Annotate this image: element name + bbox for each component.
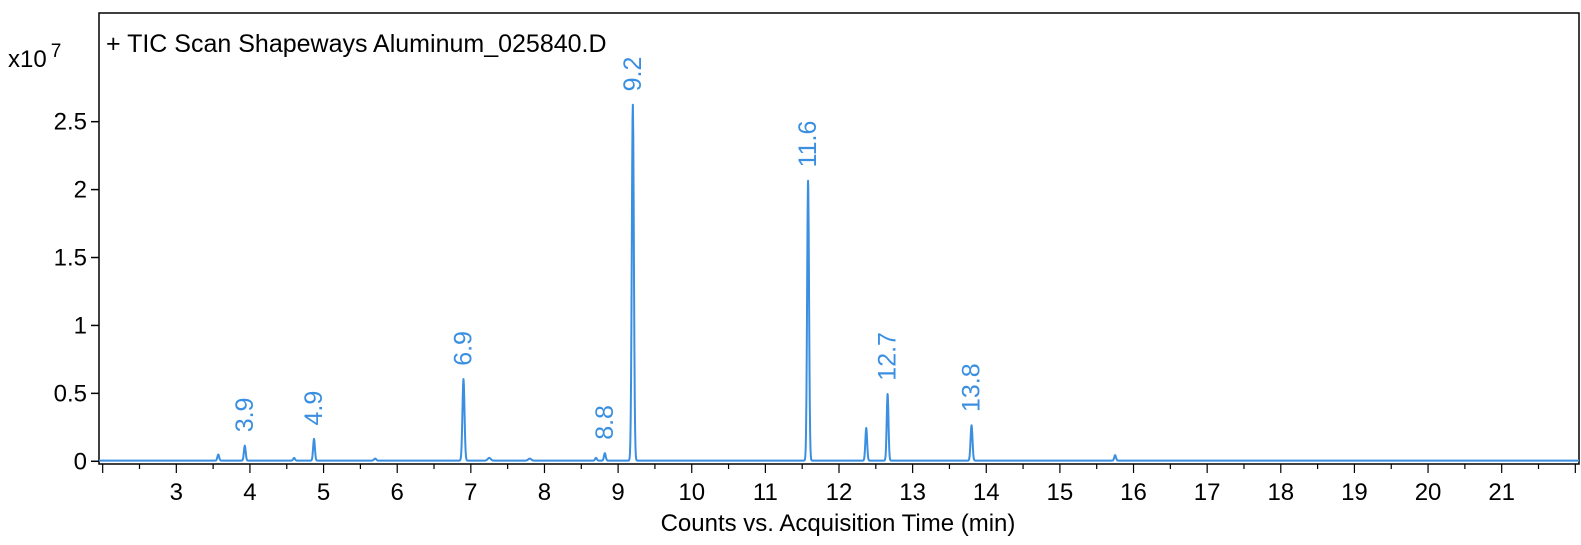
- x-tick-label: 18: [1267, 479, 1294, 506]
- x-tick-label: 13: [899, 479, 926, 506]
- x-tick-label: 11: [753, 479, 778, 506]
- y-multiplier-exponent: 7: [51, 41, 62, 62]
- peak-label: 4.9: [300, 391, 328, 426]
- x-axis-label: Counts vs. Acquisition Time (min): [661, 510, 1016, 537]
- x-tick-label: 14: [973, 479, 1000, 506]
- x-tick-label: 12: [826, 479, 853, 506]
- x-tick-label: 5: [317, 479, 330, 506]
- x-tick-label: 3: [170, 479, 183, 506]
- peak-labels: 3.9 4.9 6.9 8.8 9.2 11.6 12.7 13.8: [231, 57, 986, 440]
- y-tick-label: 2: [74, 177, 87, 204]
- peak-label: 12.7: [874, 332, 902, 381]
- peak-label: 9.2: [619, 57, 647, 92]
- peak-label: 8.8: [591, 405, 619, 440]
- x-tick-label: 7: [464, 479, 477, 506]
- chart-title: + TIC Scan Shapeways Aluminum_025840.D: [106, 30, 607, 58]
- peak-label: 3.9: [231, 398, 259, 433]
- x-tick-label: 15: [1047, 479, 1074, 506]
- x-tick-label: 21: [1488, 479, 1515, 506]
- x-tick-label: 16: [1120, 479, 1147, 506]
- x-tick-label: 8: [538, 479, 551, 506]
- y-axis-ticks: 0 0.5 1 1.5 2 2.5: [54, 109, 99, 475]
- y-multiplier-base: x10: [8, 46, 47, 73]
- x-tick-label: 6: [391, 479, 404, 506]
- x-tick-label: 17: [1194, 479, 1221, 506]
- x-tick-label: 4: [243, 479, 256, 506]
- x-tick-label: 20: [1415, 479, 1442, 506]
- x-tick-label: 10: [678, 479, 705, 506]
- peak-label: 11.6: [794, 121, 822, 168]
- y-tick-label: 2.5: [54, 109, 87, 136]
- x-tick-label: 19: [1341, 479, 1368, 506]
- y-tick-label: 1.5: [54, 245, 87, 272]
- y-tick-label: 1: [74, 312, 87, 339]
- peak-label: 13.8: [958, 363, 986, 412]
- y-tick-label: 0: [74, 448, 87, 475]
- peak-label: 6.9: [450, 331, 478, 366]
- x-axis-ticks: 3 4 5 6 7 8 9 10 11 12 13 14 15 16 17 18 19 20 21: [102, 464, 1576, 506]
- y-tick-label: 0.5: [54, 380, 87, 407]
- tic-series-line: [98, 103, 1580, 462]
- y-multiplier-label: x10 7: [8, 41, 61, 73]
- x-tick-label: 9: [611, 479, 624, 506]
